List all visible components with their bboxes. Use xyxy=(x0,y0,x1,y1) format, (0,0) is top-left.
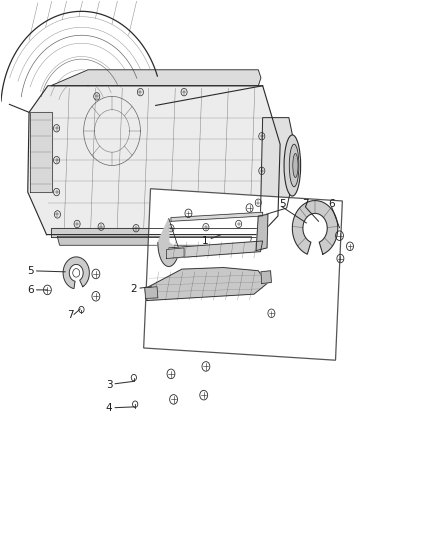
Ellipse shape xyxy=(284,135,300,196)
Polygon shape xyxy=(256,214,268,251)
Ellipse shape xyxy=(289,144,299,187)
Polygon shape xyxy=(261,118,297,216)
Polygon shape xyxy=(145,287,158,298)
Text: 3: 3 xyxy=(106,379,134,390)
Polygon shape xyxy=(51,228,258,237)
Polygon shape xyxy=(158,219,179,266)
Polygon shape xyxy=(166,248,184,259)
Text: 7: 7 xyxy=(302,199,309,209)
Text: 5: 5 xyxy=(279,199,286,209)
Text: 6: 6 xyxy=(27,285,47,295)
Polygon shape xyxy=(28,86,280,235)
Polygon shape xyxy=(145,268,267,301)
Polygon shape xyxy=(57,237,252,245)
Text: 7: 7 xyxy=(67,310,74,320)
Text: 6: 6 xyxy=(328,199,335,209)
Ellipse shape xyxy=(293,154,298,177)
Polygon shape xyxy=(166,241,263,259)
Text: 4: 4 xyxy=(106,403,135,413)
Polygon shape xyxy=(63,257,89,288)
Text: 1: 1 xyxy=(202,235,221,246)
Polygon shape xyxy=(261,271,272,284)
Text: 5: 5 xyxy=(27,266,65,276)
Circle shape xyxy=(73,269,80,277)
Polygon shape xyxy=(171,212,263,221)
Polygon shape xyxy=(30,112,52,192)
Polygon shape xyxy=(292,200,338,254)
Polygon shape xyxy=(144,189,343,360)
Text: 2: 2 xyxy=(131,284,151,294)
Polygon shape xyxy=(51,70,261,86)
